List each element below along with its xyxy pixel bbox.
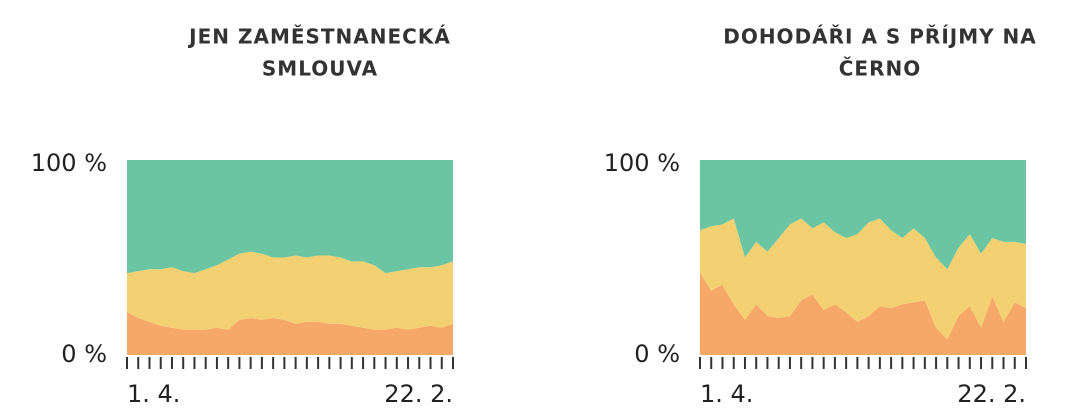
x-tick-label: 22. 2. — [957, 380, 1026, 408]
x-tick-label: 1. 4. — [700, 380, 753, 408]
area — [700, 218, 1026, 340]
area — [127, 312, 453, 355]
y-tick-label: 100 % — [604, 149, 680, 177]
chart-title: DOHODÁŘI A S PŘÍJMY NA — [723, 25, 1037, 49]
area — [127, 160, 453, 274]
area — [700, 160, 1026, 270]
chart-title: SMLOUVA — [262, 57, 378, 81]
area — [127, 251, 453, 330]
chart-title: ČERNO — [839, 57, 921, 81]
area — [700, 273, 1026, 355]
chart-title: JEN ZAMĚSTNANECKÁ — [187, 25, 451, 49]
x-tick-label: 22. 2. — [384, 380, 453, 408]
y-tick-label: 0 % — [634, 340, 680, 368]
y-tick-label: 0 % — [61, 340, 107, 368]
x-tick-label: 1. 4. — [127, 380, 180, 408]
y-tick-label: 100 % — [31, 149, 107, 177]
